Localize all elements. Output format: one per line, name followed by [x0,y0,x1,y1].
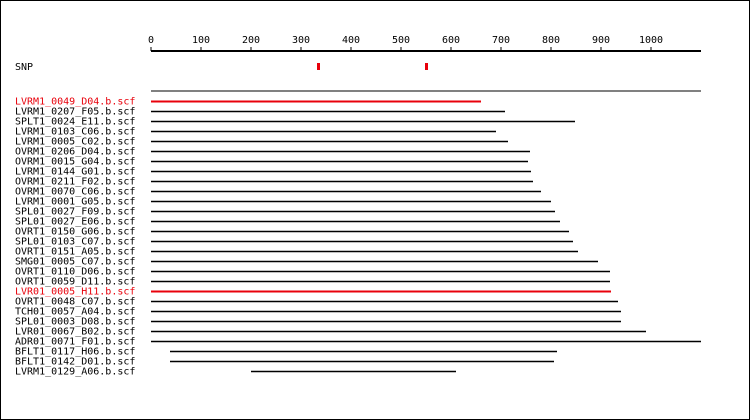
read-label: LVRM1_0103_C06.b.scf [15,127,135,138]
read-label: BFLT1_0117_H06.b.scf [15,347,135,358]
read-label: BFLT1_0142_D01.b.scf [15,357,135,368]
snp-track-label: SNP [15,62,33,73]
snp-marker [425,63,428,70]
scale-tick-label: 700 [492,35,510,46]
read-label: LVR01_0067_B02.b.scf [15,327,135,338]
scale-ticks: 0 100 200 300 400 500 600 700 800 900 1000 [148,35,663,51]
read-label: OVRT1_0048_C07.b.scf [15,297,135,308]
read-label: OVRT1_0151_A05.b.scf [15,247,135,258]
snp-markers [317,63,428,70]
read-label: TCH01_0057_A04.b.scf [15,307,135,318]
read-label: OVRM1_0015_G04.b.scf [15,157,135,168]
read-label: SMG01_0005_C07.b.scf [15,257,135,268]
read-list: LVRM1_0049_D04.b.scfLVRM1_0207_F05.b.scf… [15,97,701,378]
read-label: OVRT1_0150_G06.b.scf [15,227,135,238]
read-label: OVRM1_0070_C06.b.scf [15,187,135,198]
read-label: LVRM1_0001_G05.b.scf [15,197,135,208]
scale-tick-label: 200 [242,35,260,46]
read-label: OVRM1_0211_F02.b.scf [15,177,135,188]
read-label: SPL01_0027_F09.b.scf [15,207,135,218]
read-label: LVRM1_0129_A06.b.scf [15,367,135,378]
read-label: LVRM1_0144_G01.b.scf [15,167,135,178]
read-label: LVR01_0005_H11.b.scf [15,287,135,298]
scale-tick-label: 500 [392,35,410,46]
scale-tick-label: 300 [292,35,310,46]
scale-tick-label: 900 [592,35,610,46]
scale-tick-label: 1000 [639,35,663,46]
read-label: LVRM1_0207_F05.b.scf [15,107,135,118]
read-label: OVRT1_0110_D06.b.scf [15,267,135,278]
scale-tick-label: 800 [542,35,560,46]
read-label: SPL01_0103_C07.b.scf [15,237,135,248]
read-label: SPLT1_0024_E11.b.scf [15,117,135,128]
read-label: SPL01_0027_E06.b.scf [15,217,135,228]
read-label: LVRM1_0049_D04.b.scf [15,97,135,108]
read-label: ADR01_0071_F01.b.scf [15,337,135,348]
read-label: OVRT1_0059_D11.b.scf [15,277,135,288]
scale-tick-label: 0 [148,35,154,46]
read-label: OVRM1_0206_D04.b.scf [15,147,135,158]
scale-tick-label: 600 [442,35,460,46]
snp-marker [317,63,320,70]
read-label: SPL01_0003_D08.b.scf [15,317,135,328]
read-label: LVRM1_0005_C02.b.scf [15,137,135,148]
scale-tick-label: 100 [192,35,210,46]
scale-tick-label: 400 [342,35,360,46]
